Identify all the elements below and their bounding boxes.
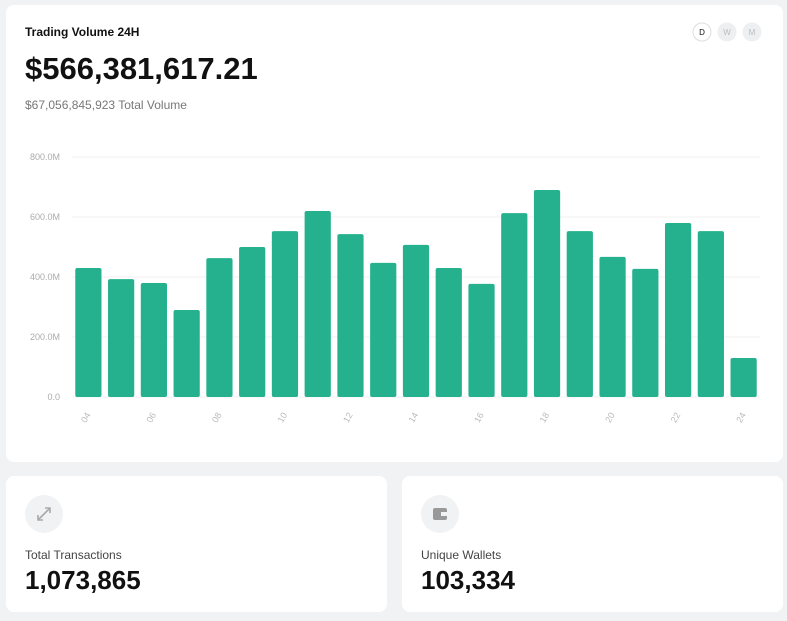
stat-value: 1,073,865 [25,565,141,595]
period-button[interactable] [692,22,712,42]
period-label[interactable]: M [749,28,756,37]
bar [533,190,561,397]
bar [402,244,430,397]
bar [271,231,299,397]
stat-card [402,476,783,612]
bar [239,247,266,397]
bar [632,268,659,397]
bar [173,310,200,397]
x-tick-label: 10 [276,411,290,425]
y-tick-label: 800.0M [30,152,60,162]
x-tick-label: 22 [669,411,683,425]
period-button[interactable] [717,22,737,42]
bar [108,279,135,397]
y-tick-label: 400.0M [30,272,60,282]
x-tick-label: 24 [734,411,748,425]
bar [75,268,102,397]
y-tick-label: 200.0M [30,332,60,342]
x-tick-label: 20 [603,411,617,425]
x-tick-label: 08 [210,411,224,425]
bar [697,231,724,397]
y-tick-label: 0.0 [47,392,60,402]
bar [501,213,528,397]
x-tick-label: 06 [144,411,158,425]
stat-card [6,476,387,612]
period-button[interactable] [742,22,762,42]
chart-title: Trading Volume 24H [25,25,139,39]
bar [304,211,331,397]
wallet-icon-clasp [441,512,447,516]
period-label[interactable]: D [699,28,705,37]
x-tick-label: 18 [538,411,552,425]
x-tick-label: 12 [341,411,355,425]
stat-label: Unique Wallets [421,548,501,562]
bar [566,231,593,397]
stat-value: 103,334 [421,565,516,595]
y-tick-label: 600.0M [30,212,60,222]
bar [730,358,757,397]
x-tick-label: 04 [79,411,93,425]
bar [435,268,462,397]
bar [140,283,168,397]
period-label[interactable]: W [723,28,731,37]
x-tick-label: 16 [472,411,486,425]
x-tick-label: 14 [407,411,421,425]
headline: $566,381,617.21 [25,51,258,86]
transactions-icon [37,507,51,521]
bar [599,256,626,397]
stat-label: Total Transactions [25,548,122,562]
bar [468,283,495,397]
bar [206,258,233,397]
subheadline: $67,056,845,923 Total Volume [25,98,187,112]
wallet-icon [433,508,447,520]
period-toggle: D W M [692,22,762,42]
bar [337,234,364,397]
bar [370,262,397,397]
bar [664,223,692,397]
